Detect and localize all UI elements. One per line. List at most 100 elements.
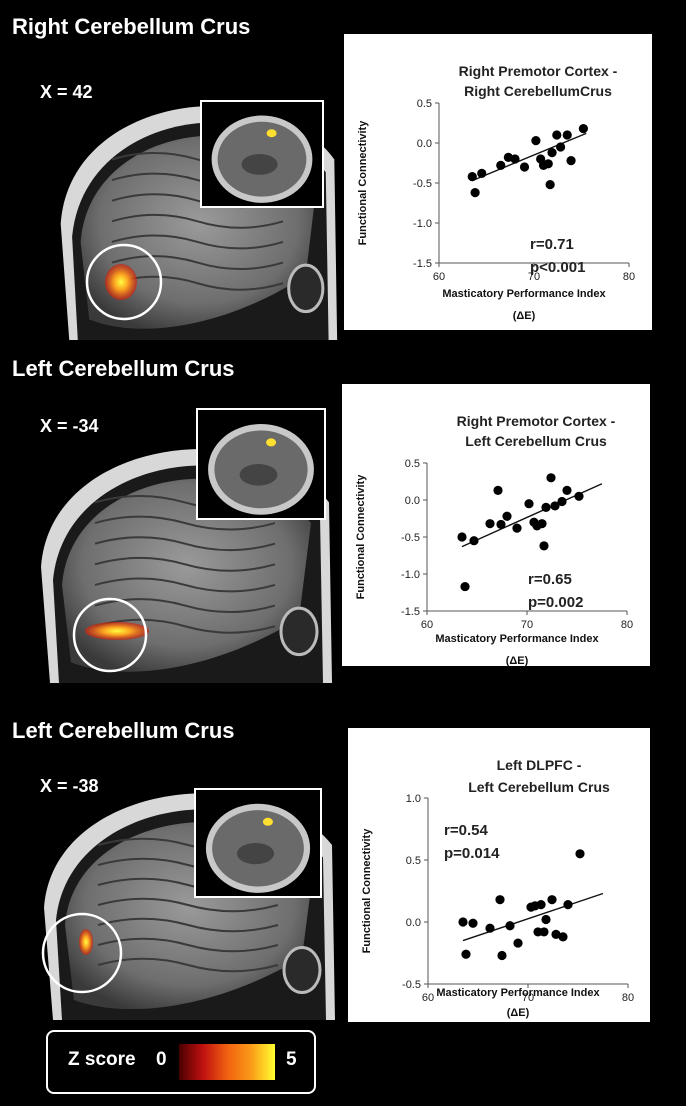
y-tick-label: -0.5 [402,979,421,991]
regression-line [471,132,587,182]
correlation-p-value: p<0.001 [530,259,585,276]
scatter-plot-box: Right Premotor Cortex - Left Cerebellum C… [342,384,650,666]
section-title: Left Cerebellum Crus [12,356,235,381]
ear-region [287,263,325,314]
plot-title-line-1: Left DLPFC - [497,757,582,773]
plot-title-line-1: Right Premotor Cortex - [457,413,616,429]
y-axis-label: Functional Connectivity [355,474,367,600]
y-tick-label: 0.5 [417,98,432,110]
y-tick-label: -1.5 [413,258,432,270]
brain-inset-image [194,788,322,898]
roi-circle [72,597,148,673]
x-tick-label: 80 [623,271,635,283]
data-point [575,849,585,859]
data-point [562,130,572,140]
sulcus-line [97,937,279,953]
data-point [536,900,546,910]
data-point [495,895,505,905]
y-tick-label: -1.0 [401,569,420,581]
data-point [513,938,523,948]
data-point [539,541,549,551]
x-tick-label: 80 [622,992,634,1004]
plot-title-line-2: Right CerebellumCrus [464,83,612,99]
section-title: Left Cerebellum Crus [12,718,235,743]
correlation-p-value: p=0.014 [444,845,500,862]
data-point [547,148,557,158]
data-point [562,485,572,495]
plot-title-line-2: Left Cerebellum Crus [468,779,610,795]
data-point [502,511,512,521]
ear-region [279,606,319,657]
sulcus-line [97,917,279,933]
colorbar-max-label: 5 [286,1049,297,1070]
x-tick-label: 60 [433,271,445,283]
x-axis-label-line-2: (ΔE) [507,1007,530,1019]
data-point [496,519,506,530]
brain-inset-image [200,100,324,208]
plot-title-line-2: Left Cerebellum Crus [465,433,607,449]
sulcus-line [111,213,284,229]
inset-ventricle [239,464,278,486]
data-point [557,496,567,507]
y-tick-label: -0.5 [413,178,432,190]
x-coordinate-label: X = -38 [40,776,99,796]
data-point [547,895,557,905]
sulcus-line [94,536,276,552]
data-point [558,932,568,942]
panel-1: Right Cerebellum Crus X = 42 Right Premo… [0,0,686,340]
x-axis-label-line-1: Masticatory Performance Index [442,288,606,300]
data-point [524,499,534,509]
data-point [496,160,506,170]
data-point [458,917,468,927]
data-point [563,900,573,910]
sulcus-line [111,234,284,250]
correlation-r-value: r=0.71 [530,236,574,253]
y-tick-label: 0.5 [406,855,421,867]
z-score-colorbar-legend: Z score 0 5 [46,1030,316,1094]
x-axis-label-line-1: Masticatory Performance Index [436,987,600,999]
data-point [531,136,541,146]
data-point [477,168,487,178]
sulcus-line [94,577,276,593]
x-coordinate-label: X = -34 [40,416,99,436]
activation-blob [79,929,93,955]
data-point [578,124,588,134]
roi-circle [41,912,123,994]
data-point [574,491,584,501]
scatter-plot-box: Right Premotor Cortex - Right CerebellumC… [344,34,652,330]
y-axis-label: Functional Connectivity [361,828,373,954]
x-tick-label: 70 [528,271,540,283]
sulcus-line [94,618,276,634]
data-point [541,502,551,512]
data-point [457,532,467,542]
data-point [510,154,520,164]
y-axis-label: Functional Connectivity [357,120,369,246]
data-point [543,159,553,169]
data-point [519,162,530,172]
data-point [556,142,566,152]
y-tick-label: -1.0 [413,218,432,230]
activation-blob [85,622,149,640]
data-point [539,927,549,937]
correlation-p-value: p=0.002 [528,594,583,611]
regression-line [462,892,604,942]
inset-ventricle [236,843,275,865]
data-point [497,950,507,961]
y-tick-label: -0.5 [401,532,420,544]
scatter-plot-box: Left DLPFC - Left Cerebellum Crus 1.0 0.5 0.… [348,728,650,1022]
data-point [541,914,551,925]
colorbar-gradient [179,1044,275,1080]
data-point [550,501,560,511]
sulcus-line [97,957,279,973]
x-tick-label: 70 [522,992,534,1004]
data-point [470,188,480,198]
x-axis-label-line-2: (ΔE) [506,655,529,666]
data-point [485,923,495,933]
roi-circle [85,243,163,321]
y-tick-label: 0.0 [417,138,432,150]
correlation-r-value: r=0.54 [444,822,488,839]
x-coordinate-label: X = 42 [40,82,93,102]
data-point [469,536,479,546]
activation-blob [105,264,137,300]
ear-region [282,946,322,994]
